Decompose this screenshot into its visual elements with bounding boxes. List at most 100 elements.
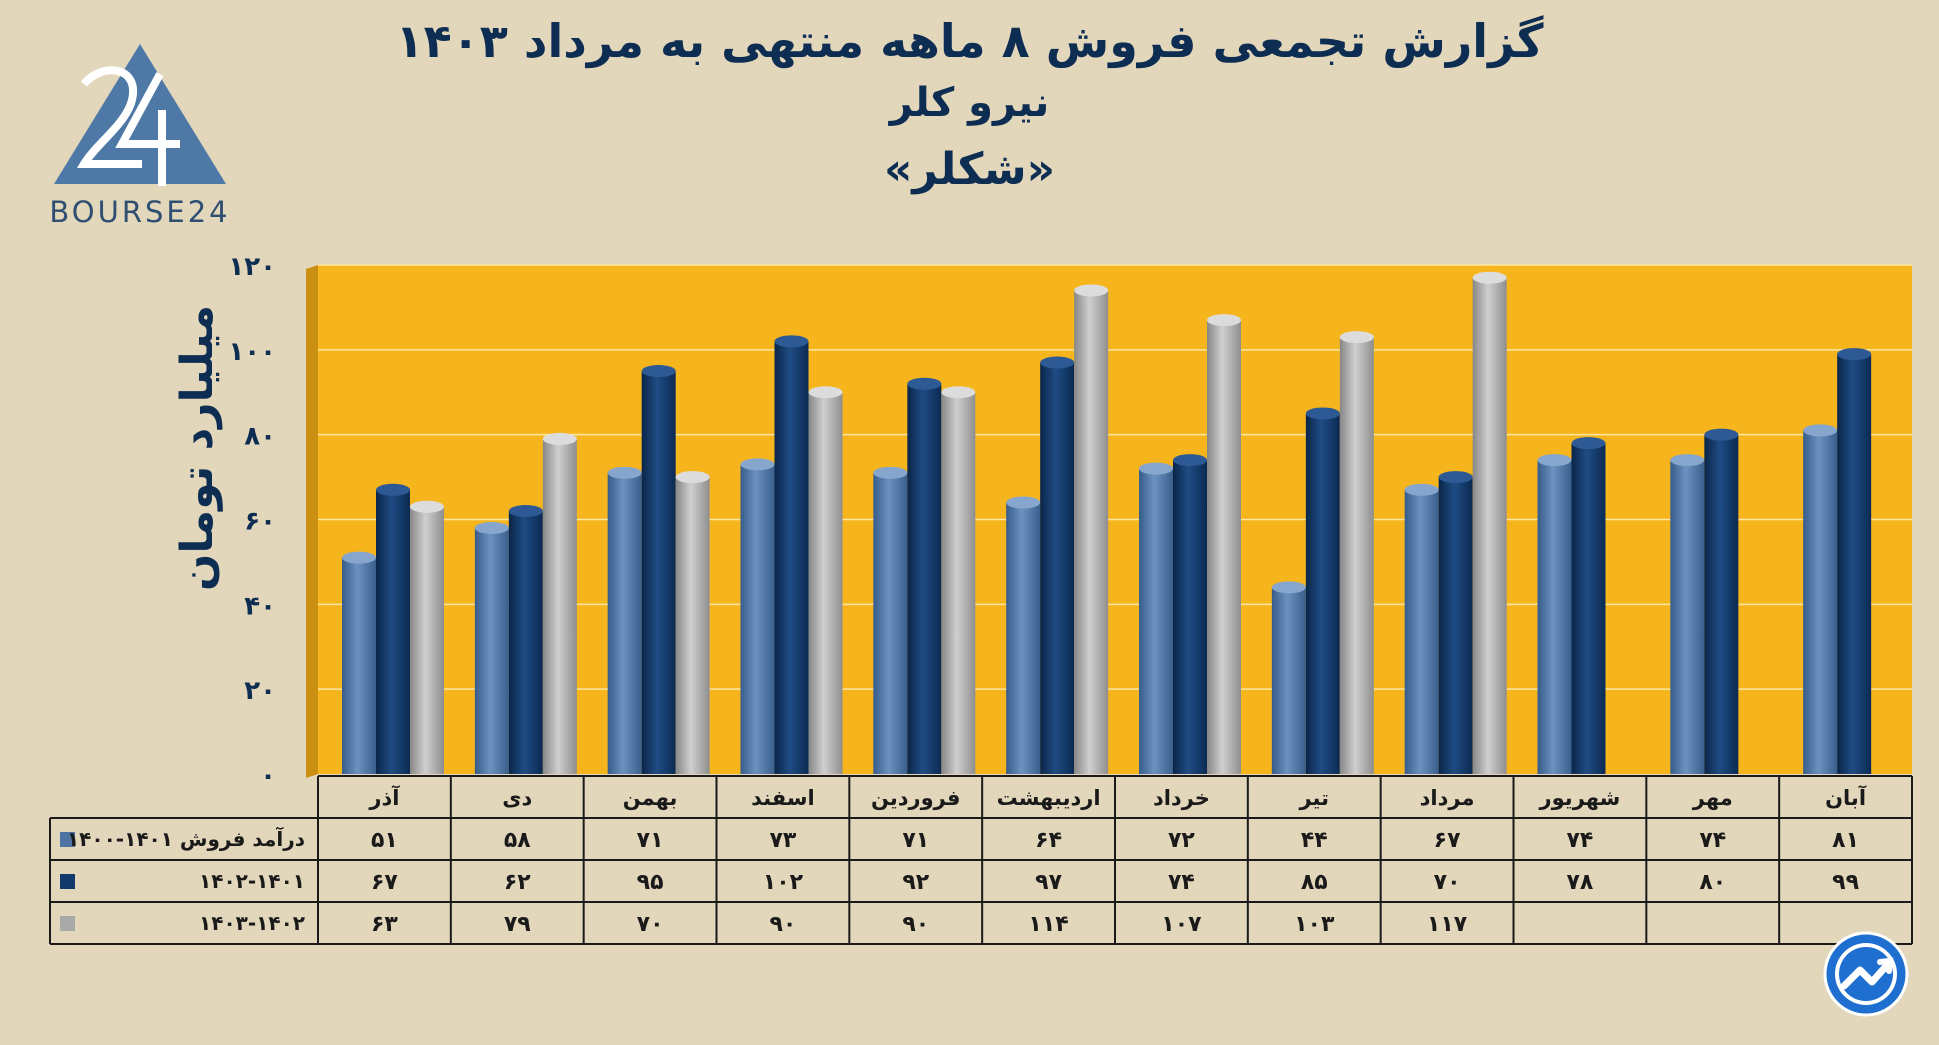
x-tick-label: دی: [502, 786, 532, 810]
bar-cap: [1139, 462, 1173, 475]
company-name: نیرو کلر: [889, 80, 1050, 126]
bar-s1: [1670, 460, 1705, 774]
data-label: ۱۱۴: [1028, 912, 1068, 937]
bar-cap: [1305, 407, 1340, 420]
data-label: ۶۲: [504, 870, 531, 895]
bar-s2: [1704, 434, 1739, 774]
bar-cap: [1271, 581, 1306, 594]
bar-s1: [740, 464, 775, 774]
legend-swatch: [60, 916, 75, 931]
data-label: ۹۰: [902, 912, 929, 937]
x-tick-label: خرداد: [1153, 786, 1210, 810]
data-label: ۷۴: [1566, 828, 1593, 853]
x-tick-label: مهر: [1692, 786, 1733, 810]
bar-s2: [508, 511, 543, 774]
bar-cap: [1537, 454, 1572, 467]
x-tick-label: مرداد: [1420, 786, 1475, 810]
data-label: ۷۴: [1699, 828, 1726, 853]
bar-s2: [376, 489, 410, 774]
bar-s2: [907, 383, 942, 774]
bar-cap: [1404, 483, 1439, 496]
bourse24-logo: BOURSE24: [49, 44, 228, 229]
bar-cap: [1571, 437, 1606, 450]
chart-title: گزارش تجمعی فروش ۸ ماهه منتهی به مرداد ۱…: [395, 14, 1544, 68]
x-tick-label: آذر: [368, 785, 400, 810]
bar-s1: [607, 472, 642, 774]
data-label: ۱۰۷: [1161, 912, 1202, 937]
bar-s2: [1173, 460, 1207, 774]
bar-s2: [641, 371, 676, 774]
bar-s1: [1271, 587, 1306, 774]
bar-s1: [1404, 489, 1439, 774]
bar-s1: [1006, 502, 1041, 774]
data-label: ۷۹: [504, 912, 531, 937]
data-label: ۶۳: [371, 912, 398, 937]
bar-cap: [1837, 348, 1872, 361]
data-label: ۶۷: [1434, 828, 1461, 853]
y-tick-label: ۱۰۰: [228, 337, 276, 367]
x-tick-label: اسفند: [751, 786, 815, 810]
bar-s1: [1803, 430, 1838, 774]
bar-s3: [675, 477, 710, 774]
bar-s3: [410, 506, 444, 774]
legend-label: ۱۴۰۲-۱۴۰۱: [199, 869, 305, 893]
data-label: ۹۵: [637, 870, 664, 895]
bar-cap: [474, 521, 509, 534]
bar-s1: [474, 527, 509, 774]
data-label: ۷۳: [769, 828, 796, 853]
bar-cap: [508, 505, 543, 518]
x-tick-label: فروردین: [871, 786, 961, 810]
y-tick-label: ۱۲۰: [228, 252, 276, 282]
data-label: ۹۰: [769, 912, 796, 937]
data-label: ۷۲: [1168, 828, 1195, 853]
bar-cap: [1074, 284, 1109, 297]
bar-cap: [1339, 331, 1374, 344]
bar-cap: [1438, 471, 1473, 484]
bar-s3: [808, 392, 843, 774]
data-label: ۷۱: [902, 828, 929, 853]
bar-s3: [542, 438, 577, 774]
bar-cap: [1670, 454, 1705, 467]
y-tick-label: ۸۰: [244, 422, 276, 452]
bar-cap: [740, 458, 775, 471]
bar-cap: [1704, 428, 1739, 441]
legend-label: درآمد فروش ۱۴۰۱-۱۴۰۰: [67, 826, 305, 851]
data-label: ۹۲: [902, 870, 929, 895]
data-label: ۵۱: [371, 828, 398, 853]
bar-s3: [1207, 320, 1241, 774]
data-label: ۵۸: [504, 828, 531, 853]
bar-s1: [1139, 468, 1173, 774]
bar-cap: [675, 471, 710, 484]
data-label: ۸۰: [1699, 870, 1726, 895]
data-label: ۷۰: [1434, 870, 1461, 895]
bar-cap: [542, 432, 577, 445]
data-label: ۷۰: [637, 912, 664, 937]
data-label: ۷۱: [637, 828, 664, 853]
bar-s1: [873, 472, 908, 774]
data-label: ۶۴: [1035, 828, 1062, 853]
data-label: ۹۹: [1832, 870, 1859, 895]
bar-cap: [1173, 454, 1207, 467]
y-tick-label: ۶۰: [244, 507, 276, 537]
chart-trend-badge-icon: [1823, 931, 1909, 1017]
bar-cap: [1006, 496, 1041, 509]
data-label: ۱۰۳: [1294, 912, 1335, 937]
bar-cap: [808, 386, 843, 399]
data-label: ۷۴: [1168, 870, 1195, 895]
bar-cap: [873, 466, 908, 479]
bar-cap: [342, 551, 376, 564]
legend-swatch: [60, 874, 75, 889]
ticker-symbol: «شکلر»: [883, 144, 1056, 195]
data-label: ۸۱: [1832, 828, 1859, 853]
data-label: ۱۰۲: [763, 870, 804, 895]
x-tick-label: آبان: [1825, 785, 1867, 810]
y-tick-label: ۰: [260, 761, 276, 791]
data-label: ۱۱۷: [1427, 912, 1468, 937]
bar-s3: [941, 392, 976, 774]
data-label: ۶۷: [371, 870, 398, 895]
y-tick-label: ۴۰: [244, 591, 276, 621]
bar-cap: [1803, 424, 1838, 437]
bar-cap: [641, 365, 676, 378]
